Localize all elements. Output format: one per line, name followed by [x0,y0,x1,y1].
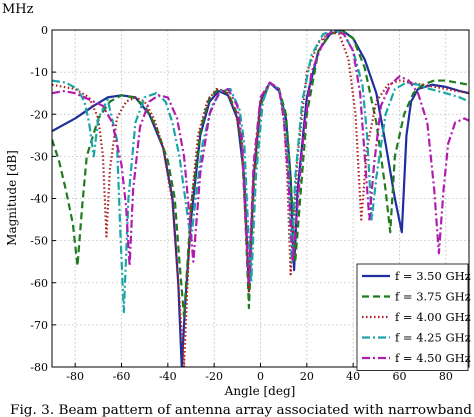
legend-label-2: f = 3.75 GHz [395,290,471,304]
series-line-5 [52,30,469,284]
y-tick-label: -20 [30,108,48,121]
x-tick-label: 80 [439,370,453,383]
legend-label-5: f = 4.50 GHz [395,351,471,365]
legend-label-1: f = 3.50 GHz [395,269,471,283]
series-line-4 [52,30,469,314]
y-tick-label: -70 [30,319,48,332]
x-tick-label: -60 [113,370,131,383]
x-tick-label: -40 [159,370,177,383]
y-tick-label: -30 [30,150,48,163]
x-tick-label: 20 [300,370,314,383]
header-fragment: MHz [2,2,34,17]
x-tick-label: -20 [205,370,223,383]
x-axis-ticks: -80 -60 -40 -20 0 20 40 60 80 [66,363,453,383]
x-tick-label: 0 [257,370,264,383]
y-tick-label: -50 [30,235,48,248]
legend: f = 3.50 GHz f = 3.75 GHz f = 4.00 GHz f = … [356,263,471,371]
x-tick-label: 40 [346,370,360,383]
x-tick-label: -80 [66,370,84,383]
y-tick-label: -60 [30,277,48,290]
curves [52,30,469,367]
y-axis-ticks: 0 -10 -20 -30 -40 -50 -60 -70 -80 [30,24,56,374]
caption-fragment: Fig. 3. Beam pattern of antenna array as… [10,403,472,417]
y-tick-label: 0 [41,24,48,37]
x-tick-label: 60 [393,370,407,383]
y-axis-label: Magnitude [dB] [5,150,19,246]
x-axis-label: Angle [deg] [224,384,296,398]
y-tick-label: -80 [30,361,48,374]
series-line-3 [52,31,469,367]
y-tick-label: -10 [30,66,48,79]
legend-label-3: f = 4.00 GHz [395,310,471,324]
y-tick-label: -40 [30,193,48,206]
legend-label-4: f = 4.25 GHz [395,331,471,345]
